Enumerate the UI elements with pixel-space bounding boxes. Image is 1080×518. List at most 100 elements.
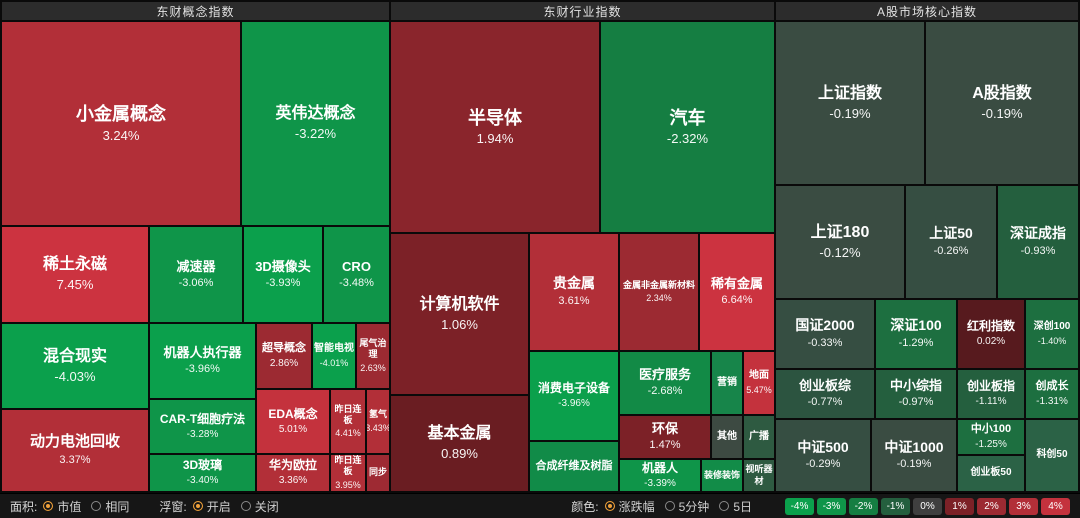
treemap-tile[interactable]: 上证180 -0.12% xyxy=(776,186,904,298)
treemap-tile[interactable]: CAR-T细胞疗法 -3.28% xyxy=(150,400,255,453)
treemap-tile[interactable]: 3D摄像头 -3.93% xyxy=(244,227,322,322)
treemap-tile[interactable]: 机器人 -3.39% xyxy=(620,460,700,491)
treemap-tile[interactable]: 广播 xyxy=(744,416,774,458)
tile-name: 半导体 xyxy=(468,107,522,128)
treemap-tile[interactable]: 基本金属 0.89% xyxy=(391,396,528,491)
tile-change: -0.77% xyxy=(807,396,843,409)
treemap-tile[interactable]: 地面 5.47% xyxy=(744,352,774,414)
treemap-tile[interactable]: 深创100 -1.40% xyxy=(1026,300,1078,368)
treemap-tile[interactable]: 中小100 -1.25% xyxy=(958,420,1024,454)
treemap-tile[interactable]: 计算机软件 1.06% xyxy=(391,234,528,394)
tile-name: 营销 xyxy=(717,376,737,388)
radio-label: 5日 xyxy=(733,499,752,514)
treemap-tile[interactable]: 医疗服务 -2.68% xyxy=(620,352,710,414)
tile-name: 视听器材 xyxy=(745,464,773,486)
treemap-tile[interactable]: 国证2000 -0.33% xyxy=(776,300,874,368)
tile-change: -3.28% xyxy=(186,428,219,440)
treemap-tile[interactable]: 减速器 -3.06% xyxy=(150,227,242,322)
tile-change: 0.89% xyxy=(441,446,478,462)
treemap-tile[interactable]: CRO -3.48% xyxy=(324,227,389,322)
tile-change: -0.12% xyxy=(819,244,861,260)
treemap-tile[interactable]: 装修装饰 xyxy=(702,460,742,491)
tile-name: 合成纤维及树脂 xyxy=(535,459,613,472)
treemap-tile[interactable]: 金属非金属新材料 2.34% xyxy=(620,234,698,350)
tile-name: 汽车 xyxy=(669,107,706,128)
treemap-tile[interactable]: 中小综指 -0.97% xyxy=(876,370,956,418)
tile-name: 英伟达概念 xyxy=(275,105,356,123)
radio-selected-icon xyxy=(192,501,203,511)
treemap-tile[interactable]: 华为欧拉 3.36% xyxy=(257,455,329,491)
radio-option[interactable]: 相同 xyxy=(91,498,129,515)
tile-name: 创业板综 xyxy=(798,378,851,393)
treemap-tile[interactable]: 营销 xyxy=(712,352,742,414)
treemap-tile[interactable]: 昨日连板 4.41% xyxy=(331,390,365,453)
legend-swatch: -2% xyxy=(849,497,878,515)
treemap-tile[interactable]: 英伟达概念 -3.22% xyxy=(242,22,389,225)
tile-change: -3.96% xyxy=(185,363,220,376)
tile-name: 上证180 xyxy=(810,223,870,241)
tile-name: 红利指数 xyxy=(966,319,1015,334)
tile-change: -1.31% xyxy=(1036,395,1068,407)
treemap-tile[interactable]: A股指数 -0.19% xyxy=(926,22,1078,184)
treemap-tile[interactable]: 科创50 xyxy=(1026,420,1078,491)
treemap-tile[interactable]: 尾气治理 2.63% xyxy=(357,324,389,388)
treemap-tile[interactable]: 创业板指 -1.11% xyxy=(958,370,1024,418)
radio-option[interactable]: 市值 xyxy=(43,498,81,515)
tile-name: 昨日连板 xyxy=(334,455,362,477)
treemap-tile[interactable]: 中证500 -0.29% xyxy=(776,420,870,491)
treemap-tile[interactable]: 汽车 -2.32% xyxy=(601,22,774,232)
treemap-tile[interactable]: EDA概念 5.01% xyxy=(257,390,329,453)
treemap-tile[interactable]: 昨日连板 3.95% xyxy=(331,455,365,491)
treemap-tile[interactable]: 氢气 3.43% xyxy=(367,390,389,453)
treemap-tile[interactable]: 创业板综 -0.77% xyxy=(776,370,874,418)
treemap-tile[interactable]: 创业板50 xyxy=(958,456,1024,491)
tile-change: 3.43% xyxy=(367,422,389,433)
treemap-tile[interactable]: 机器人执行器 -3.96% xyxy=(150,324,255,398)
tile-change: -1.25% xyxy=(975,438,1007,450)
radio-option[interactable]: 关闭 xyxy=(240,498,279,515)
treemap-tile[interactable]: 消费电子设备 -3.96% xyxy=(530,352,618,440)
treemap-tile[interactable]: 半导体 1.94% xyxy=(391,22,599,232)
tile-change: 4.41% xyxy=(335,428,361,439)
radio-option[interactable]: 5分钟 xyxy=(664,498,709,515)
treemap-tile[interactable]: 视听器材 xyxy=(744,460,774,491)
tile-name: 上证指数 xyxy=(817,84,882,102)
treemap-tile[interactable]: 贵金属 3.61% xyxy=(530,234,618,350)
treemap-tile[interactable]: 红利指数 0.02% xyxy=(958,300,1024,368)
treemap-tile[interactable]: 创成长 -1.31% xyxy=(1026,370,1078,418)
treemap-tile[interactable]: 深证100 -1.29% xyxy=(876,300,956,368)
treemap-tile[interactable]: 智能电视 -4.01% xyxy=(313,324,355,388)
treemap-tile[interactable]: 上证50 -0.26% xyxy=(906,186,996,298)
treemap-tile[interactable]: 稀有金属 6.64% xyxy=(700,234,774,350)
tile-name: CAR-T细胞疗法 xyxy=(159,411,246,426)
tile-change: -3.40% xyxy=(186,475,219,487)
treemap-tile[interactable]: 环保 1.47% xyxy=(620,416,710,458)
treemap-tile[interactable]: 上证指数 -0.19% xyxy=(776,22,924,184)
tile-name: 深证成指 xyxy=(1010,225,1066,242)
treemap-tile[interactable]: 3D玻璃 -3.40% xyxy=(150,455,255,491)
treemap-tile[interactable]: 深证成指 -0.93% xyxy=(998,186,1078,298)
treemap-tile[interactable]: 动力电池回收 3.37% xyxy=(2,410,148,491)
treemap-tile[interactable]: 小金属概念 3.24% xyxy=(2,22,240,225)
tile-name: 中证500 xyxy=(797,438,849,455)
tile-name: 环保 xyxy=(651,421,678,436)
treemap-tile[interactable]: 稀土永磁 7.45% xyxy=(2,227,148,322)
radio-option[interactable]: 5日 xyxy=(719,498,752,515)
treemap-tile[interactable]: 合成纤维及树脂 xyxy=(530,442,618,491)
treemap-tile[interactable]: 同步 xyxy=(367,455,389,491)
tile-name: 机器人 xyxy=(641,460,678,475)
section-header: 东财行业指数 xyxy=(391,2,774,20)
treemap-tile[interactable]: 其他 xyxy=(712,416,742,458)
treemap-tile[interactable]: 中证1000 -0.19% xyxy=(872,420,956,491)
tile-change: -1.40% xyxy=(1037,335,1067,346)
radio-option[interactable]: 涨跌幅 xyxy=(604,498,655,515)
tile-name: 深证100 xyxy=(890,317,942,334)
tile-name: 动力电池回收 xyxy=(29,433,120,451)
treemap-tile[interactable]: 混合现实 -4.03% xyxy=(2,324,148,408)
radio-selected-icon xyxy=(604,501,615,511)
tile-name: 地面 xyxy=(749,370,769,382)
radio-option[interactable]: 开启 xyxy=(192,498,231,515)
treemap-tile[interactable]: 超导概念 2.86% xyxy=(257,324,311,388)
tile-name: 广播 xyxy=(749,430,769,442)
